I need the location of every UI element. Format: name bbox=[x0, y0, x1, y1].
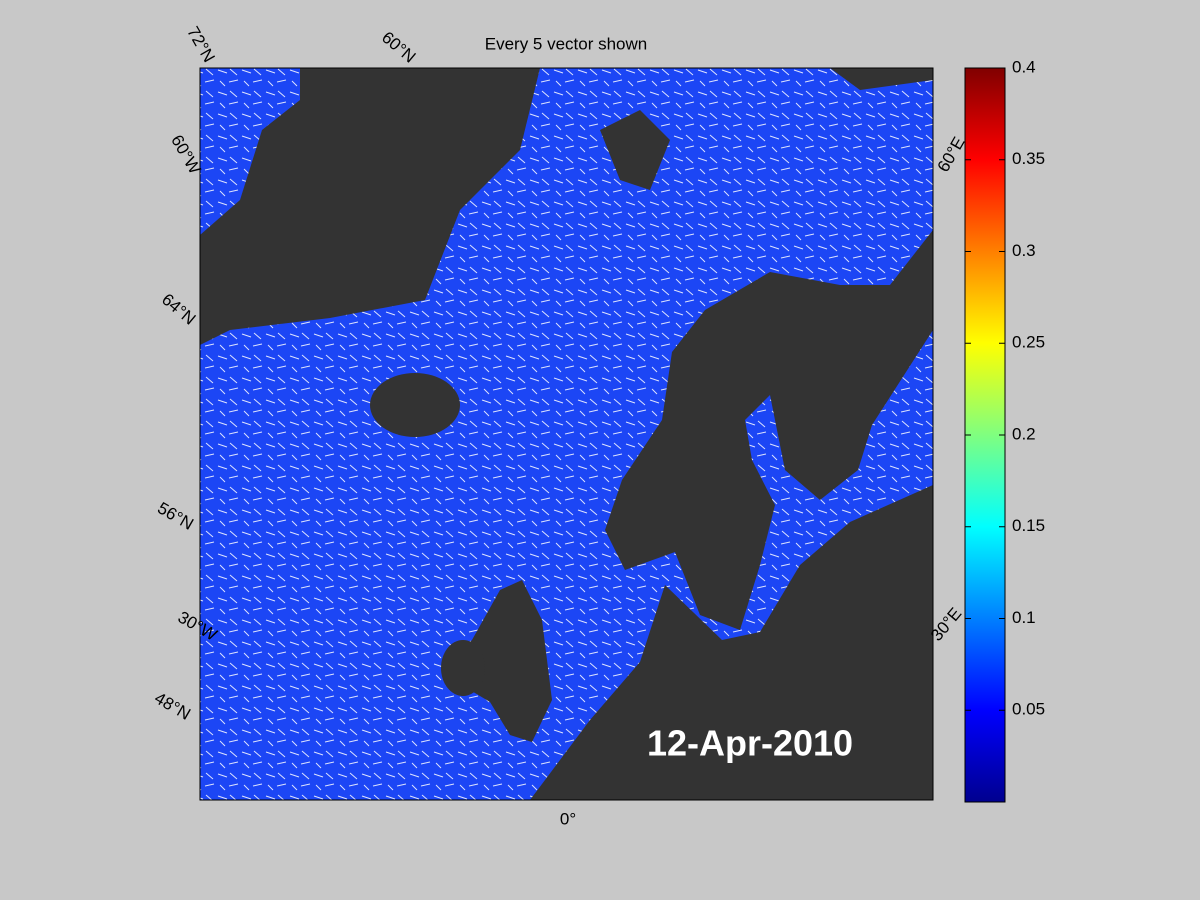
colorbar-tick-label: 0.1 bbox=[1012, 608, 1036, 627]
colorbar-tick-label: 0.05 bbox=[1012, 700, 1045, 719]
colorbar-tick-label: 0.25 bbox=[1012, 333, 1045, 352]
colorbar-tick-label: 0.4 bbox=[1012, 57, 1036, 76]
date-label: 12-Apr-2010 bbox=[647, 723, 853, 764]
map-label: 60°E bbox=[934, 134, 969, 176]
map-label: 72°N bbox=[183, 23, 218, 65]
map-label: 60°W bbox=[167, 132, 204, 178]
colorbar bbox=[964, 67, 1006, 803]
land bbox=[200, 68, 933, 800]
map-label: 60°N bbox=[378, 28, 419, 67]
map-label: 64°N bbox=[158, 290, 199, 329]
colorbar-tick-label: 0.35 bbox=[1012, 149, 1045, 168]
colorbar-tick-label: 0.3 bbox=[1012, 241, 1036, 260]
map-frame bbox=[199, 67, 934, 801]
map-label: 48°N bbox=[151, 688, 193, 723]
map-label: 0° bbox=[560, 809, 576, 828]
map: 12-Apr-2010 bbox=[200, 68, 933, 800]
title: Every 5 vector shown bbox=[485, 34, 648, 53]
colorbar-tick-label: 0.2 bbox=[1012, 424, 1036, 443]
colorbar-tick-label: 0.15 bbox=[1012, 516, 1045, 535]
map-label: 56°N bbox=[154, 498, 196, 533]
